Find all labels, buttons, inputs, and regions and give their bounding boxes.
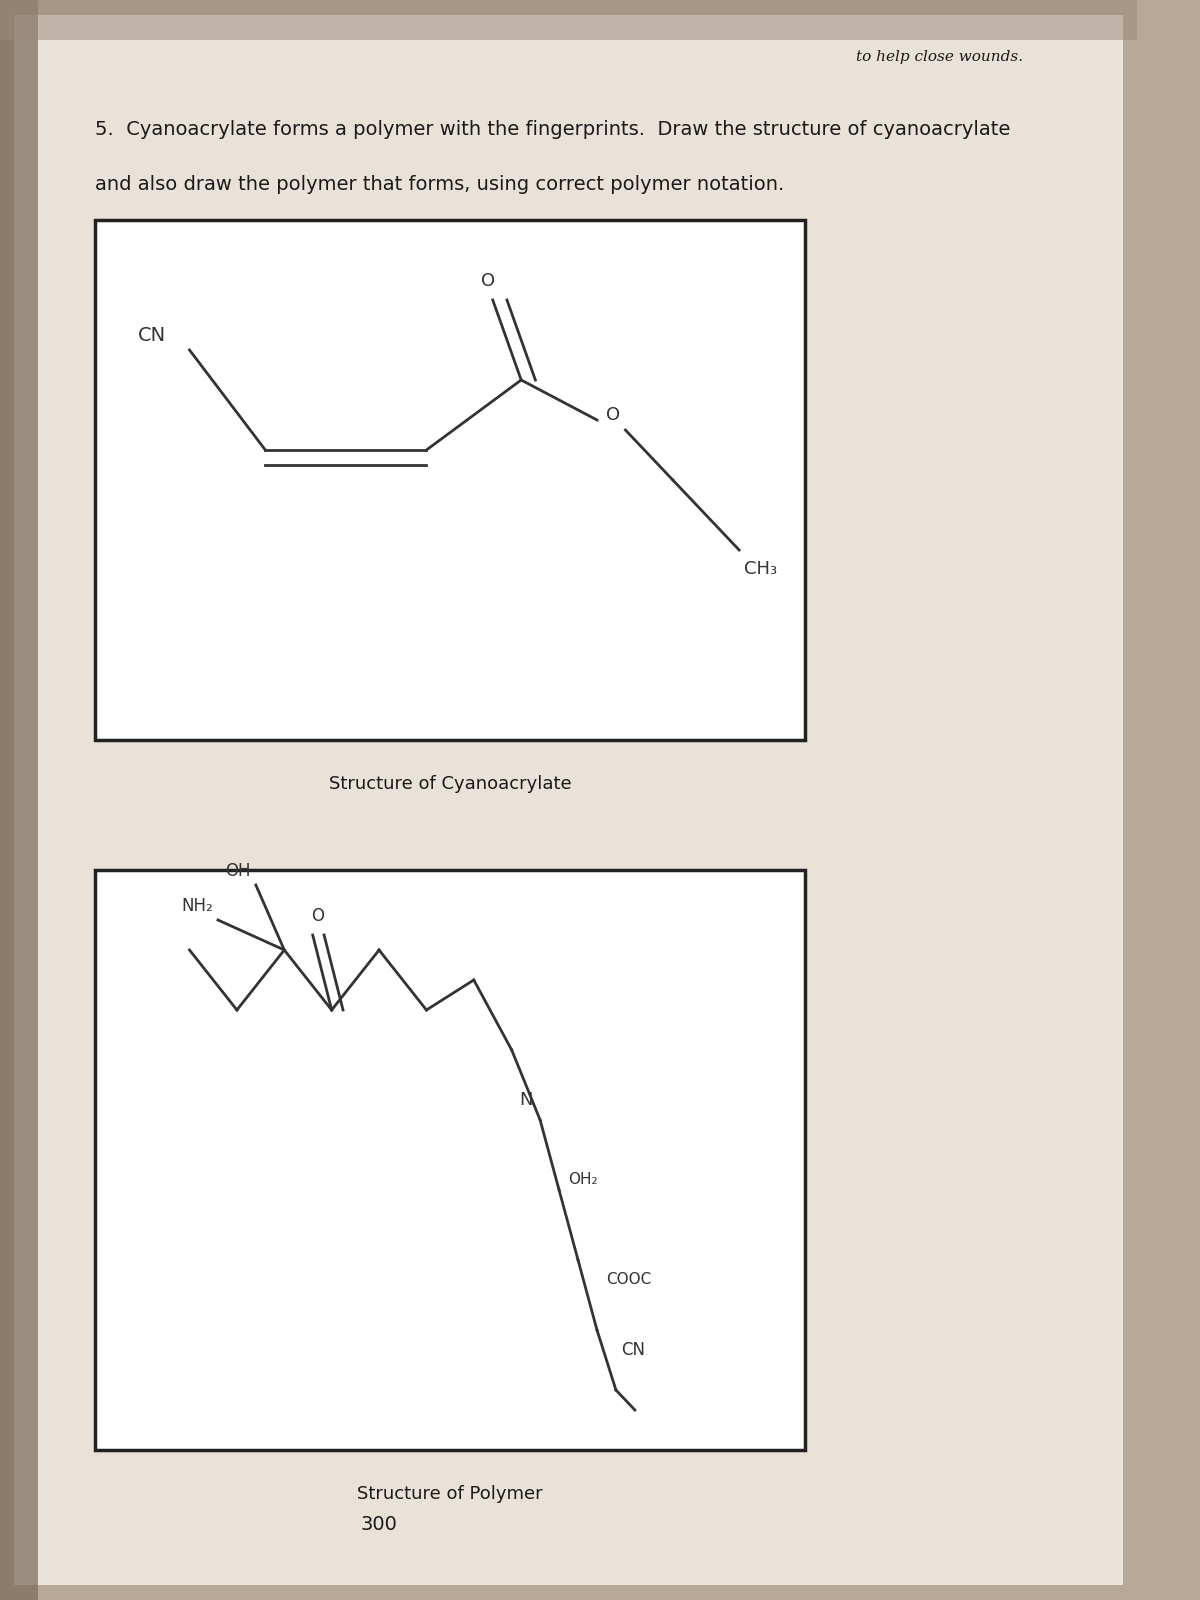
FancyBboxPatch shape: [0, 0, 1138, 40]
Text: 300: 300: [361, 1515, 397, 1534]
Text: CH₃: CH₃: [744, 560, 776, 578]
Text: CN: CN: [138, 326, 166, 346]
Text: O: O: [606, 406, 620, 424]
Text: COOC: COOC: [606, 1272, 652, 1288]
Text: O: O: [481, 272, 496, 290]
Text: CN: CN: [620, 1341, 644, 1358]
Text: N: N: [520, 1091, 533, 1109]
FancyBboxPatch shape: [0, 0, 38, 1600]
Text: Structure of Cyanoacrylate: Structure of Cyanoacrylate: [329, 774, 571, 794]
FancyBboxPatch shape: [95, 219, 805, 739]
FancyBboxPatch shape: [95, 870, 805, 1450]
Text: 5.  Cyanoacrylate forms a polymer with the fingerprints.  Draw the structure of : 5. Cyanoacrylate forms a polymer with th…: [95, 120, 1010, 139]
Text: OH: OH: [226, 862, 251, 880]
Text: NH₂: NH₂: [181, 898, 214, 915]
Text: to help close wounds.: to help close wounds.: [857, 50, 1024, 64]
Text: OH₂: OH₂: [569, 1173, 598, 1187]
FancyBboxPatch shape: [14, 14, 1123, 1586]
Text: Structure of Polymer: Structure of Polymer: [358, 1485, 542, 1502]
Text: and also draw the polymer that forms, using correct polymer notation.: and also draw the polymer that forms, us…: [95, 174, 784, 194]
Text: O: O: [311, 907, 324, 925]
